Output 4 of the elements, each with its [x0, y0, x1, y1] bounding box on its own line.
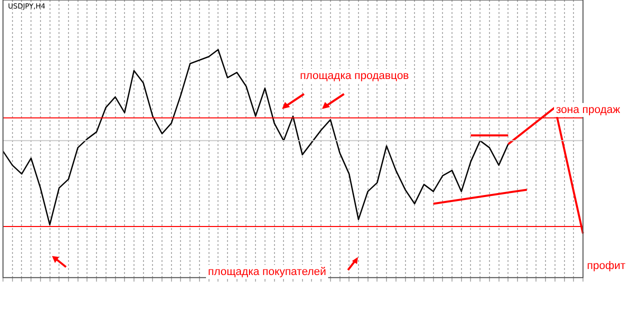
text: профит [587, 260, 626, 272]
annotation: зона продаж [556, 104, 621, 116]
text: площадка покупателей [208, 266, 326, 278]
annotation: площадка продавцов [300, 70, 410, 82]
